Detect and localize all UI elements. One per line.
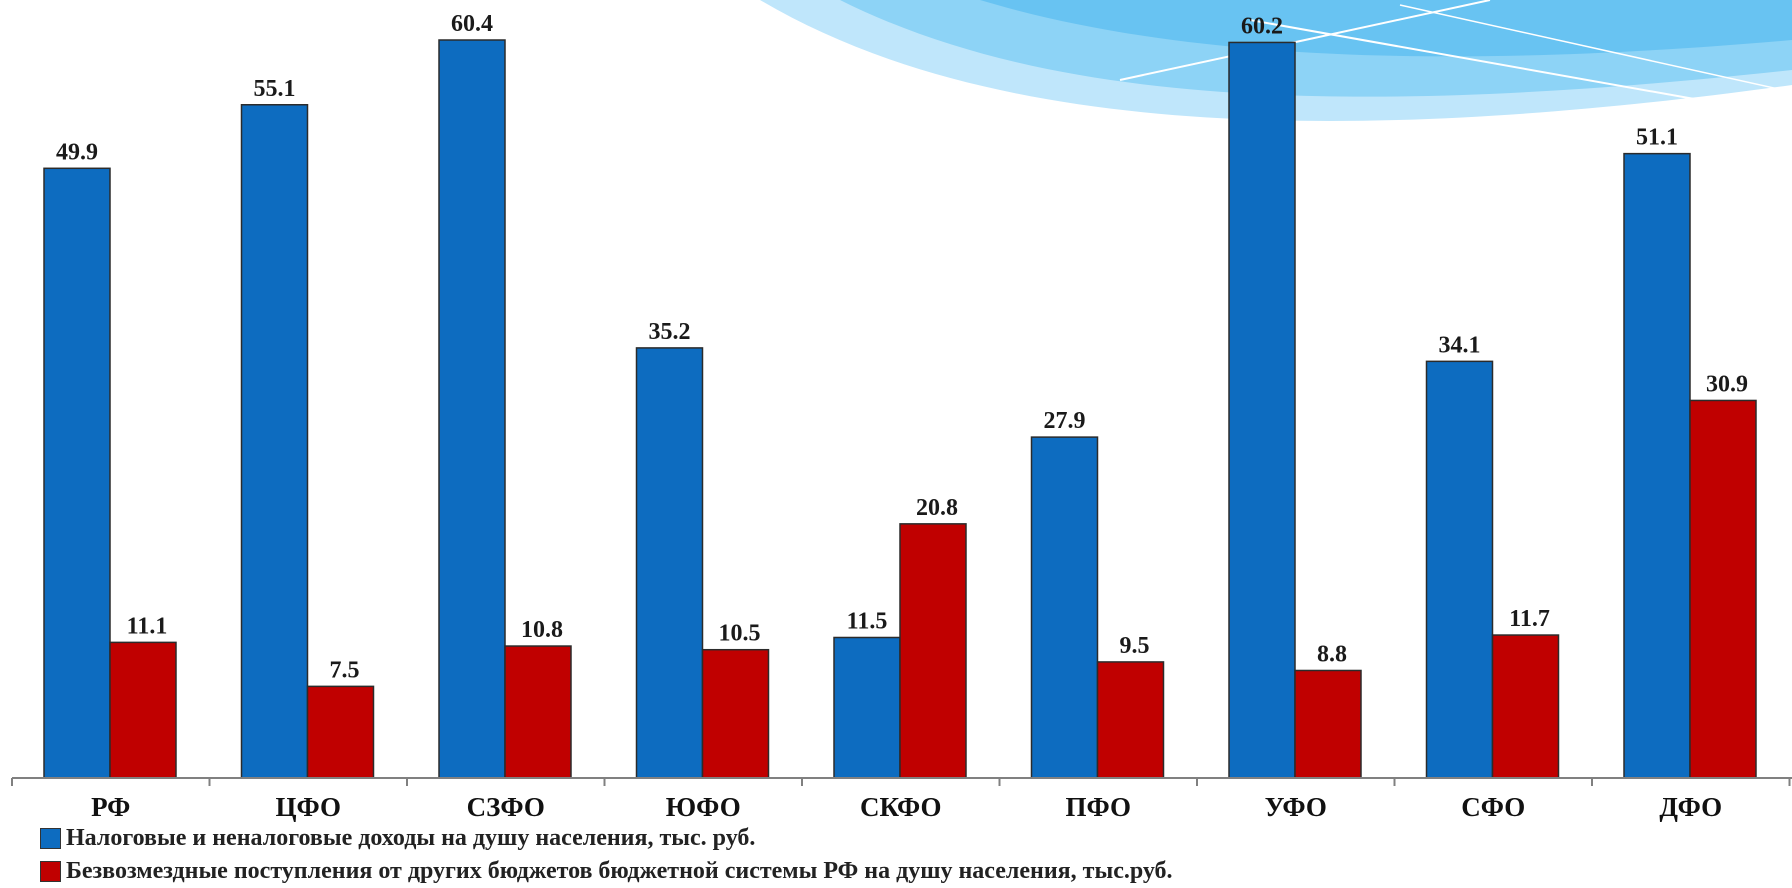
bar-transfers-2 — [504, 645, 572, 779]
bar-transfers-1 — [306, 685, 375, 779]
bar-transfers-8 — [1689, 399, 1757, 779]
data-label-tax-revenue-3: 35.2 — [649, 319, 691, 345]
data-label-tax-revenue-6: 60.2 — [1241, 13, 1283, 39]
bar-tax-revenue-6 — [1228, 41, 1296, 779]
legend-swatch-transfers — [40, 861, 61, 882]
legend-label-tax-revenue: Налоговые и неналоговые доходы на душу н… — [66, 825, 756, 851]
bar-transfers-4 — [899, 523, 967, 779]
x-tick-label-2: СЗФО — [467, 792, 545, 822]
data-label-transfers-6: 8.8 — [1317, 641, 1347, 667]
data-label-tax-revenue-0: 49.9 — [56, 139, 98, 165]
bar-tax-revenue-5 — [1030, 436, 1099, 779]
x-tick-label-0: РФ — [91, 792, 130, 822]
data-label-tax-revenue-7: 34.1 — [1439, 332, 1481, 358]
x-tick-label-7: СФО — [1461, 792, 1525, 822]
data-label-tax-revenue-4: 11.5 — [847, 608, 888, 634]
bar-transfers-3 — [701, 648, 770, 779]
legend-item-transfers: Безвозмездные поступления от других бюдж… — [40, 855, 1760, 888]
x-tick-label-8: ДФО — [1659, 792, 1722, 822]
data-label-tax-revenue-2: 60.4 — [451, 11, 493, 37]
data-label-transfers-8: 30.9 — [1706, 371, 1748, 397]
data-label-transfers-5: 9.5 — [1120, 633, 1150, 659]
bar-tax-revenue-3 — [635, 347, 704, 779]
bar-tax-revenue-1 — [240, 104, 309, 779]
x-tick-label-3: ЮФО — [666, 792, 741, 822]
data-label-transfers-3: 10.5 — [719, 621, 761, 647]
bar-tax-revenue-8 — [1623, 152, 1691, 779]
data-label-tax-revenue-1: 55.1 — [254, 76, 296, 102]
data-label-transfers-1: 7.5 — [330, 657, 360, 683]
x-tick-label-4: СКФО — [860, 792, 942, 822]
bar-tax-revenue-4 — [833, 636, 901, 779]
bar-tax-revenue-7 — [1425, 360, 1494, 779]
data-label-transfers-2: 10.8 — [521, 617, 563, 643]
data-label-tax-revenue-5: 27.9 — [1044, 408, 1086, 434]
x-tick-label-5: ПФО — [1065, 792, 1131, 822]
bar-tax-revenue-2 — [438, 39, 506, 779]
x-tick-label-1: ЦФО — [275, 792, 341, 822]
bar-transfers-5 — [1096, 661, 1165, 779]
data-label-transfers-0: 11.1 — [127, 613, 168, 639]
bar-transfers-6 — [1294, 669, 1362, 779]
legend-swatch-tax-revenue — [40, 828, 61, 849]
bar-tax-revenue-0 — [43, 167, 111, 779]
data-label-transfers-4: 20.8 — [916, 495, 958, 521]
legend-item-tax-revenue: Налоговые и неналоговые доходы на душу н… — [40, 822, 1760, 855]
bar-transfers-7 — [1491, 634, 1560, 779]
bar-transfers-0 — [109, 641, 177, 779]
legend-label-transfers: Безвозмездные поступления от других бюдж… — [66, 858, 1173, 884]
chart-legend: Налоговые и неналоговые доходы на душу н… — [40, 822, 1760, 888]
data-label-transfers-7: 11.7 — [1509, 606, 1550, 632]
data-label-tax-revenue-8: 51.1 — [1636, 125, 1678, 151]
x-tick-label-6: УФО — [1265, 792, 1327, 822]
